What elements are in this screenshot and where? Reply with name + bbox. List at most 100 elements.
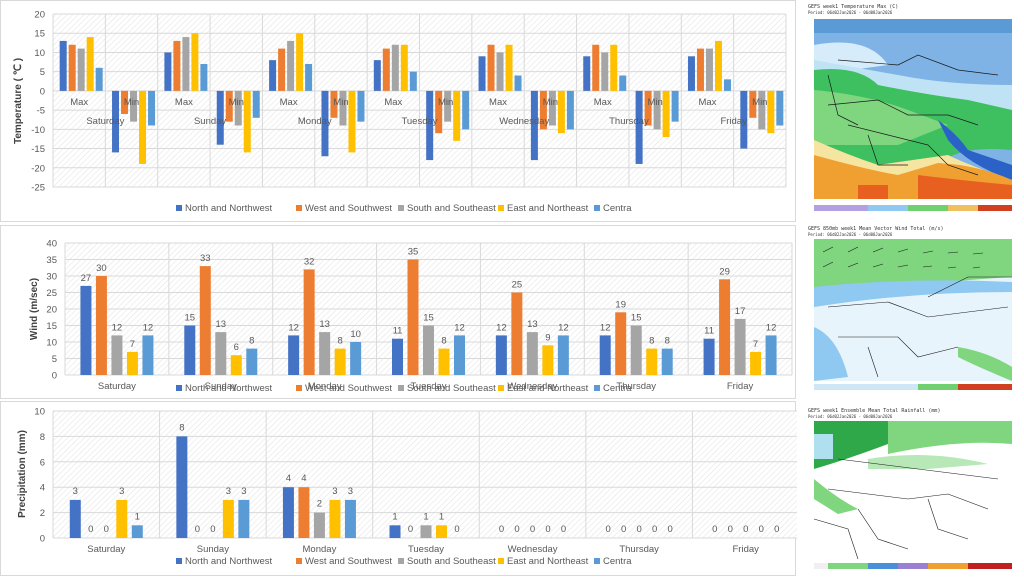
wind-chart: 40 35 30 25 20 15 10 5 0 Wind (m/sec) 27 30 12 7 12 Sat… bbox=[29, 239, 793, 394]
legend-label: East and Northeast bbox=[507, 383, 589, 394]
bar-max bbox=[592, 44, 600, 91]
map-period: Period: 06d02Jan2026 - 06d08Jan2026 bbox=[808, 232, 893, 237]
bar-min bbox=[357, 90, 365, 122]
data-label: 0 bbox=[605, 524, 610, 535]
bar-min bbox=[749, 90, 757, 118]
bar bbox=[526, 332, 538, 375]
data-label: 0 bbox=[636, 524, 641, 535]
data-label: 12 bbox=[454, 322, 465, 333]
bar-min bbox=[112, 90, 120, 153]
bar-max bbox=[601, 52, 609, 91]
y-tick-label: 15 bbox=[46, 321, 57, 332]
bar-max bbox=[391, 44, 399, 91]
legend-swatch bbox=[398, 558, 404, 564]
data-label: 8 bbox=[249, 336, 254, 347]
bar bbox=[313, 512, 325, 538]
data-label: 10 bbox=[350, 329, 361, 340]
bar-max bbox=[487, 44, 495, 91]
legend-label: West and Southwest bbox=[305, 383, 392, 394]
bar-max bbox=[173, 40, 181, 91]
y-tick-label: 10 bbox=[46, 338, 57, 349]
bar bbox=[420, 525, 432, 538]
bar-max bbox=[164, 52, 172, 91]
bar bbox=[111, 335, 123, 375]
day-label: Monday bbox=[298, 116, 332, 127]
bar-max bbox=[496, 52, 504, 91]
legend-label: East and Northeast bbox=[507, 203, 589, 214]
data-label: 1 bbox=[392, 511, 397, 522]
bar bbox=[495, 335, 507, 375]
day-label: Thursday bbox=[609, 116, 649, 127]
data-label: 11 bbox=[393, 326, 403, 337]
legend-label: South and Southeast bbox=[407, 383, 496, 394]
bar-max bbox=[77, 48, 85, 91]
bar-min bbox=[148, 90, 156, 126]
y-tick-label: -5 bbox=[37, 106, 45, 117]
subcategory-label: Max bbox=[594, 97, 612, 108]
bar bbox=[176, 436, 188, 538]
bar-min bbox=[776, 90, 784, 126]
data-label: 0 bbox=[545, 524, 550, 535]
subcategory-label: Min bbox=[543, 97, 558, 108]
bar-max bbox=[305, 63, 313, 91]
category-label: Wednesday bbox=[508, 544, 558, 555]
category-label: Sunday bbox=[197, 544, 229, 555]
legend-label: West and Southwest bbox=[305, 556, 392, 567]
data-label: 11 bbox=[704, 326, 714, 337]
data-label: 27 bbox=[81, 273, 92, 284]
map-title: GEFS week1 Ensemble Mean Total Rainfall … bbox=[808, 408, 941, 414]
category-label: Tuesday bbox=[410, 381, 446, 392]
bar-max bbox=[723, 79, 731, 91]
bar bbox=[319, 332, 331, 375]
data-label: 3 bbox=[332, 486, 337, 497]
category-label: Wednesday bbox=[507, 381, 557, 392]
bar bbox=[298, 487, 310, 538]
bar bbox=[282, 487, 294, 538]
data-label: 12 bbox=[558, 322, 569, 333]
bar-min bbox=[321, 90, 329, 157]
bar-max bbox=[505, 44, 513, 91]
data-label: 3 bbox=[73, 486, 78, 497]
bar-min bbox=[348, 90, 356, 153]
bar-min bbox=[453, 90, 461, 141]
bar-min bbox=[234, 90, 242, 126]
bar bbox=[646, 348, 658, 375]
bar bbox=[350, 342, 362, 375]
data-label: 4 bbox=[301, 473, 306, 484]
bar-min bbox=[671, 90, 679, 122]
y-tick-label: -25 bbox=[31, 183, 45, 194]
legend-swatch bbox=[398, 385, 404, 391]
bar-min bbox=[330, 90, 338, 118]
y-tick-label: 30 bbox=[46, 272, 57, 283]
legend-label: North and Northwest bbox=[185, 383, 272, 394]
y-axis-title: Wind (m/sec) bbox=[29, 278, 40, 340]
data-label: 3 bbox=[226, 486, 231, 497]
bar bbox=[215, 332, 227, 375]
bar bbox=[436, 525, 447, 538]
bar bbox=[184, 325, 196, 375]
category-label: Saturday bbox=[87, 544, 125, 555]
rainfall-map-image bbox=[813, 421, 1012, 569]
bar bbox=[389, 525, 401, 538]
bar-max bbox=[705, 48, 713, 91]
bar-max bbox=[191, 33, 199, 91]
day-label: Saturday bbox=[86, 116, 124, 127]
bar bbox=[199, 266, 211, 375]
data-label: 15 bbox=[423, 313, 434, 324]
bar bbox=[230, 355, 242, 375]
bar bbox=[334, 348, 346, 375]
y-tick-label: 40 bbox=[46, 239, 57, 250]
bar-min bbox=[444, 90, 452, 122]
subcategory-label: Min bbox=[647, 97, 662, 108]
data-label: 13 bbox=[527, 319, 538, 330]
y-axis-title: Temperature ( ℃ ) bbox=[13, 58, 24, 144]
forecast-maps-column: GEFS week1 Temperature Max (C) Period: 0… bbox=[800, 0, 1024, 576]
y-tick-label: 8 bbox=[40, 432, 45, 443]
bar-max bbox=[86, 37, 94, 91]
bar bbox=[630, 325, 642, 375]
data-label: 0 bbox=[530, 524, 535, 535]
subcategory-label: Min bbox=[752, 97, 767, 108]
category-label: Monday bbox=[308, 381, 342, 392]
legend-label: Centra bbox=[603, 383, 632, 394]
